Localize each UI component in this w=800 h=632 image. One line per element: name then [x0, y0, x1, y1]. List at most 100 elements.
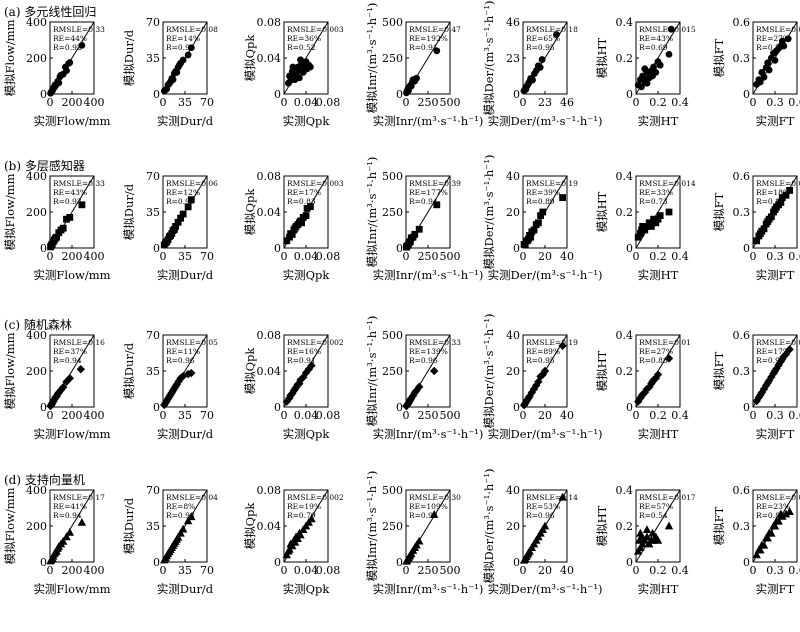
data-point — [433, 47, 441, 55]
y-tick-label: 500 — [382, 329, 403, 342]
x-tick-label: 0 — [47, 409, 54, 422]
x-tick-label: 0.4 — [671, 96, 689, 109]
stats-text: RE=192% — [409, 34, 448, 43]
x-tick-label: 35 — [178, 409, 192, 422]
stats-text: RMSLE=0.015 — [639, 25, 696, 34]
data-point — [169, 76, 177, 83]
x-tick-label: 0.08 — [316, 409, 341, 422]
stats-text: RE=18% — [756, 188, 790, 197]
x-tick-label: 0.2 — [649, 409, 667, 422]
y-tick-label: 0.6 — [733, 484, 751, 497]
y-tick-label: 0 — [274, 556, 281, 569]
x-tick-label: 20 — [538, 564, 552, 577]
x-tick-label: 0.08 — [316, 564, 341, 577]
y-tick-label: 0 — [40, 556, 47, 569]
x-axis-label: 实测FT — [756, 582, 795, 596]
data-point — [529, 76, 536, 84]
x-axis-label: 实测FT — [756, 268, 795, 282]
data-point — [411, 230, 419, 238]
y-axis-label: 模拟Inr/(m³·s⁻¹·h⁻¹) — [365, 471, 379, 582]
data-point — [407, 238, 414, 245]
x-tick-label: 0.04 — [294, 96, 319, 109]
data-point — [525, 392, 534, 401]
y-tick-label: 0 — [396, 88, 403, 101]
data-point — [540, 366, 550, 376]
y-tick-label: 35 — [146, 206, 160, 219]
stats-text: RMSLE=0.016 — [756, 493, 800, 502]
data-point — [174, 218, 182, 226]
y-tick-label: 0 — [513, 242, 520, 255]
y-tick-label: 0 — [153, 556, 160, 569]
data-point — [289, 63, 297, 71]
stats-text: RE=36% — [287, 34, 321, 43]
x-tick-label: 0 — [47, 96, 54, 109]
data-point — [553, 31, 560, 38]
data-point — [667, 25, 675, 33]
x-tick-label: 500 — [440, 409, 461, 422]
data-point — [756, 78, 764, 86]
y-tick-label: 0.04 — [257, 52, 282, 65]
stats-text: RE=23% — [756, 502, 790, 511]
data-point — [59, 224, 67, 232]
y-axis-label: 模拟Dur/d — [122, 29, 136, 86]
stats-text: R=0.94 — [409, 197, 438, 206]
data-point — [664, 521, 674, 530]
y-tick-label: 40 — [506, 329, 520, 342]
x-tick-label: 0.3 — [766, 250, 784, 263]
data-point — [187, 44, 195, 52]
stats-text: RMSLE=0.016 — [756, 179, 800, 188]
data-point — [63, 67, 70, 74]
stats-text: RE=27% — [639, 347, 673, 356]
stats-text: RMSLE=0.002 — [287, 493, 344, 502]
y-axis-label: 模拟Qpk — [243, 188, 257, 236]
y-tick-label: 0.04 — [257, 206, 282, 219]
x-tick-label: 0.2 — [649, 96, 667, 109]
data-point — [178, 524, 188, 533]
stats-text: RMSLE=0.19 — [526, 179, 578, 188]
x-tick-label: 0.6 — [788, 96, 800, 109]
data-point — [307, 514, 316, 523]
y-axis-label: 模拟Der/(m³·s⁻¹·h⁻¹) — [482, 1, 496, 116]
data-point — [640, 388, 649, 397]
y-tick-label: 400 — [26, 170, 47, 183]
y-axis-label: 模拟Inr/(m³·s⁻¹·h⁻¹) — [365, 3, 379, 114]
data-point — [173, 532, 183, 541]
x-tick-label: 40 — [560, 250, 574, 263]
x-tick-label: 70 — [200, 564, 214, 577]
stats-text: RMSLE=0.05 — [166, 338, 218, 347]
stats-text: R=0.83 — [287, 197, 316, 206]
y-tick-label: 0.4 — [616, 170, 634, 183]
data-point — [634, 397, 643, 406]
y-tick-label: 0.08 — [257, 329, 282, 342]
data-point — [521, 241, 529, 248]
data-point — [767, 213, 775, 221]
stats-text: RMSLE=0.04 — [166, 493, 218, 502]
data-point — [179, 56, 187, 64]
data-point — [415, 536, 424, 545]
x-tick-label: 0 — [403, 250, 410, 263]
data-point — [187, 196, 195, 204]
y-axis-label: 模拟Flow/mm — [3, 173, 17, 250]
stats-text: RMSLE=0.33 — [409, 338, 461, 347]
data-point — [777, 199, 785, 206]
x-tick-label: 20 — [538, 250, 552, 263]
data-point — [767, 528, 776, 537]
y-axis-label: 模拟FT — [712, 506, 726, 545]
y-axis-label: 模拟FT — [712, 38, 726, 77]
y-tick-label: 0 — [40, 88, 47, 101]
stats-text: R=0.89 — [756, 511, 785, 520]
x-tick-label: 0 — [633, 409, 640, 422]
x-axis-label: 实测Dur/d — [157, 114, 214, 128]
stats-text: RE=17% — [756, 347, 790, 356]
y-tick-label: 0.08 — [257, 16, 282, 29]
y-axis-label: 模拟HT — [595, 37, 609, 78]
x-tick-label: 0 — [520, 250, 527, 263]
data-point — [774, 516, 783, 525]
data-point — [786, 187, 794, 194]
x-tick-label: 400 — [84, 409, 105, 422]
data-point — [283, 237, 291, 245]
x-tick-label: 250 — [418, 564, 439, 577]
data-point — [540, 521, 550, 530]
x-tick-label: 0 — [520, 96, 527, 109]
data-point — [641, 65, 649, 73]
